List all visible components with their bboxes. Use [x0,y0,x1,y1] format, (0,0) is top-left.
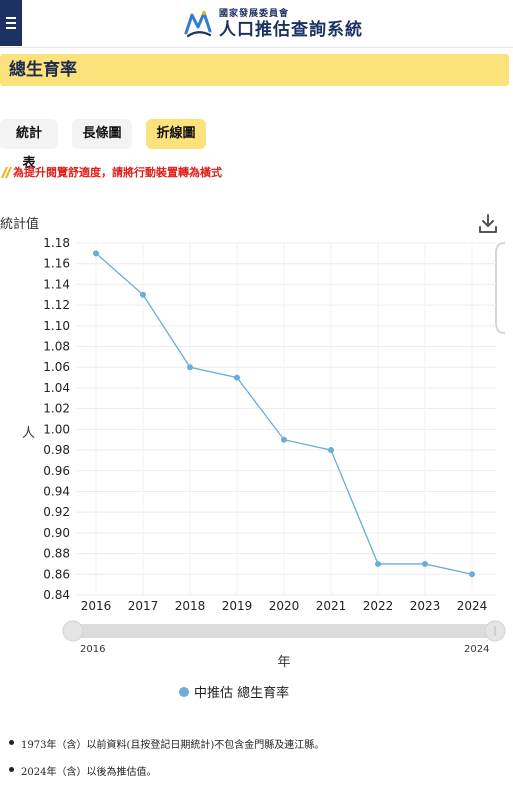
app-header: 國家發展委員會 人口推估查詢系統 [0,0,513,48]
x-tick-label: 2019 [222,599,253,613]
y-tick-label: 1.16 [43,257,70,271]
y-tick-label: 1.08 [43,340,70,354]
note-item: 2024年（含）以後為推估值。 [8,763,324,778]
tab-bar-chart[interactable]: 長條圖 [72,119,132,149]
y-axis-title: 統計值 [0,216,39,232]
data-point[interactable] [375,560,381,567]
legend-marker [179,687,189,697]
data-point[interactable] [140,291,146,298]
x-tick-label: 2021 [316,599,347,613]
range-slider-track[interactable] [73,624,495,638]
notes-list: 1973年（含）以前資料(且按登記日期統計)不包含金門縣及連江縣。 2024年（… [8,736,324,790]
x-tick-label: 2024 [457,599,488,613]
range-slider-end-label: 2024 [464,644,489,655]
line-chart: 統計值 人 1.18 1.16 1.14 1.12 1.10 1.08 1.06 1.04 1.… [0,214,506,701]
x-tick-label: 2016 [81,599,112,613]
brand[interactable]: 國家發展委員會 人口推估查詢系統 [183,6,363,42]
download-icon[interactable] [479,214,497,233]
y-axis-unit: 人 [22,426,35,441]
data-point[interactable] [187,364,193,371]
y-tick-label: 1.12 [43,298,70,312]
y-tick-label: 1.18 [43,236,70,250]
x-tick-label: 2022 [363,599,394,613]
side-panel-handle[interactable] [495,242,506,334]
data-point[interactable] [93,250,99,257]
note-item: 1973年（含）以前資料(且按登記日期統計)不包含金門縣及連江縣。 [8,736,324,751]
y-tick-label: 1.14 [43,277,70,291]
y-tick-label: 0.88 [43,547,70,561]
y-tick-label: 0.84 [43,588,70,602]
y-tick-label: 1.04 [43,381,70,395]
legend[interactable]: 中推估 總生育率 [179,685,289,701]
y-tick-label: 0.86 [43,567,70,581]
y-tick-label: 0.90 [43,526,70,540]
y-tick-label: 1.10 [43,319,70,333]
view-tabs: 統計表 長條圖 折線圖 [0,119,220,171]
tab-line-chart[interactable]: 折線圖 [146,119,206,149]
range-slider-start-handle[interactable] [62,620,84,642]
y-tick-label: 1.02 [43,402,70,416]
data-point[interactable] [469,571,475,578]
x-tick-label: 2017 [128,599,159,613]
y-tick-label: 0.94 [43,484,70,498]
brand-org: 國家發展委員會 [219,8,290,19]
y-tick-label: 0.98 [43,443,70,457]
data-point[interactable] [281,436,287,443]
rotate-notice: 為提升閱覽舒適度，請將行動裝置轉為橫式 [0,164,222,180]
x-tick-label: 2020 [269,599,300,613]
y-tick-label: 0.96 [43,464,70,478]
y-tick-label: 0.92 [43,505,70,519]
range-slider[interactable]: 2016 2024 [62,620,506,655]
y-tick-label: 1.06 [43,360,70,374]
hamburger-icon[interactable] [0,0,22,46]
x-axis-title: 年 [277,655,290,670]
tab-table[interactable]: 統計表 [0,119,58,171]
data-point[interactable] [234,374,240,381]
brand-system: 人口推估查詢系統 [219,19,363,40]
range-slider-start-label: 2016 [80,644,105,655]
slash-icon [1,166,12,178]
y-tick-label: 1.00 [43,422,70,436]
data-point[interactable] [422,560,428,567]
ndc-logo-icon [184,11,212,38]
rotate-notice-text: 為提升閱覽舒適度，請將行動裝置轉為橫式 [13,166,222,179]
data-point[interactable] [328,447,334,454]
x-tick-label: 2018 [175,599,206,613]
page-title: 總生育率 [9,60,77,80]
x-tick-label: 2023 [410,599,441,613]
page-title-bar: 總生育率 [0,54,509,86]
legend-label: 中推估 總生育率 [194,685,289,701]
